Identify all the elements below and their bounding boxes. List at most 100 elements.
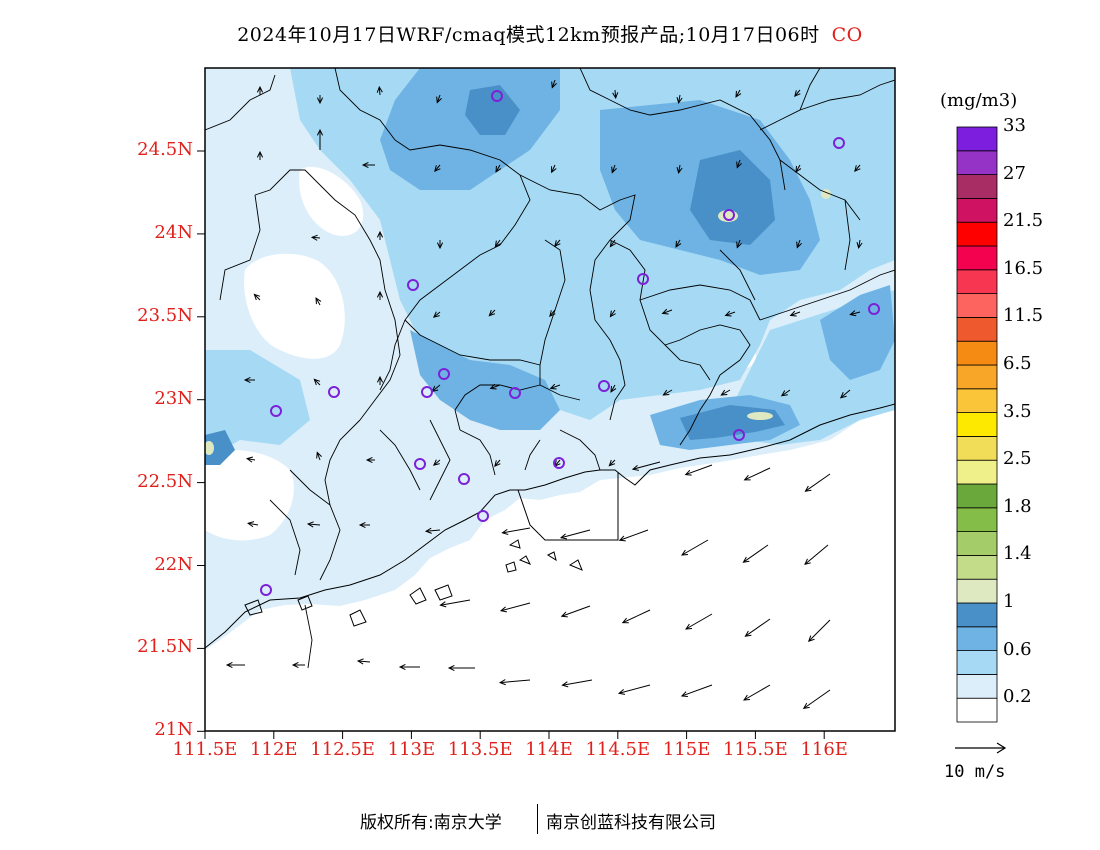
wind-arrow (316, 451, 322, 461)
monitoring-station-marker (598, 380, 610, 392)
wind-arrow (561, 679, 593, 688)
wind-arrow (839, 389, 851, 399)
longitude-label: 113.5E (447, 739, 513, 760)
wind-arrow (735, 89, 742, 98)
monitoring-station-marker (270, 405, 282, 417)
wind-arrow (680, 684, 713, 698)
wind-arrow (676, 164, 683, 175)
wind-arrow (245, 456, 256, 463)
wind-arrow (376, 230, 384, 240)
monitoring-station-marker (491, 90, 503, 102)
colorbar-label: 16.5 (1003, 257, 1044, 279)
wind-arrow (621, 609, 651, 624)
concentration-0.6-region (205, 350, 310, 460)
colorbar-swatch (956, 316, 998, 342)
wind-arrow (560, 605, 591, 618)
concentration-low-patch (205, 450, 294, 541)
concentration-1.4-spot (747, 412, 773, 420)
wind-arrow (676, 94, 683, 105)
wind-arrow (551, 164, 557, 174)
colorbar-swatch (956, 650, 998, 675)
wind-arrow (316, 128, 324, 150)
wind-arrow (495, 164, 502, 173)
colorbar-label: 0.2 (1003, 686, 1032, 708)
colorbar-swatch (956, 507, 998, 532)
colorbar-label: 0.6 (1003, 638, 1032, 660)
wind-arrow (376, 375, 384, 385)
wind-arrow (549, 309, 556, 318)
colorbar-swatch (956, 697, 998, 723)
wind-arrow (436, 240, 444, 250)
wind-arrow (662, 389, 673, 396)
wind-arrow (736, 239, 742, 249)
colorbar-swatch (956, 126, 998, 152)
wind-arrow (795, 164, 802, 173)
colorbar-swatch (956, 555, 998, 580)
colorbar-swatch (956, 674, 998, 699)
colorbar-swatch (956, 626, 998, 651)
wind-arrow (743, 467, 771, 481)
latitude-label: 23N (154, 387, 193, 409)
title-main: 2024年10月17日WRF/cmaq模式12km预报产品;10月17日06时 (237, 24, 820, 46)
wind-arrow (488, 309, 496, 317)
concentration-core-region (205, 430, 235, 465)
islands (244, 539, 583, 627)
colorbar-swatch (956, 483, 998, 509)
colorbar-swatch (956, 578, 998, 604)
colorbar-label: 3.5 (1003, 400, 1032, 422)
wind-arrow (796, 239, 802, 249)
concentration-core-region (465, 85, 520, 135)
wind-arrow (498, 679, 531, 686)
colorbar-label: 1.4 (1003, 543, 1032, 565)
wind-arrow (225, 661, 245, 669)
wind-arrow (358, 521, 370, 529)
colorbar-label: 11.5 (1003, 305, 1044, 327)
wind-arrow (432, 311, 441, 318)
colorbar-label: 2.5 (1003, 448, 1032, 470)
wind-arrow (256, 85, 264, 95)
colorbar-label: 33 (1003, 115, 1026, 136)
wind-arrow (306, 521, 321, 528)
wind-arrow (685, 613, 713, 630)
wind-arrow (361, 161, 375, 169)
wind-arrow (804, 473, 831, 492)
hk-boundary (517, 472, 619, 541)
monitoring-station-marker (414, 458, 426, 470)
wind-arrow (608, 459, 616, 467)
latitude-label: 21N (154, 719, 193, 741)
longitude-label: 115.5E (723, 739, 788, 760)
wind-arrow (720, 389, 731, 396)
wind-arrow (365, 456, 375, 464)
wind-arrow (501, 527, 531, 535)
concentration-low-patch (299, 166, 364, 236)
wind-arrow (618, 529, 649, 542)
wind-arrow (356, 658, 371, 665)
colorbar-swatch (956, 388, 998, 413)
colorbar-label: 21.5 (1003, 210, 1044, 232)
colorbar-unit: (mg/m3) (940, 90, 1018, 111)
monitoring-station-marker (458, 473, 470, 485)
wind-arrow (253, 293, 261, 301)
footer-separator (537, 804, 538, 834)
colorbar-label: 1 (1003, 591, 1015, 612)
wind-arrow (559, 529, 591, 540)
monitoring-station-marker (868, 303, 880, 315)
wind-arrow (742, 544, 769, 563)
wind-arrow (316, 95, 324, 105)
wind-arrow (804, 544, 829, 566)
wind-arrow (611, 164, 617, 174)
concentration-core-region (690, 150, 775, 245)
wind-arrow (551, 79, 557, 89)
concentration-low-patch (244, 253, 345, 359)
axis-ticks (197, 150, 825, 739)
wind-arrow (376, 85, 383, 96)
monitoring-station-marker (723, 209, 735, 221)
longitude-label: 112.5E (310, 739, 375, 760)
colorbar-swatch (956, 435, 998, 461)
monitoring-station-marker (328, 386, 340, 398)
concentration-1-region (820, 285, 895, 380)
station-markers (260, 90, 880, 596)
colorbar-label: 6.5 (1003, 353, 1032, 374)
